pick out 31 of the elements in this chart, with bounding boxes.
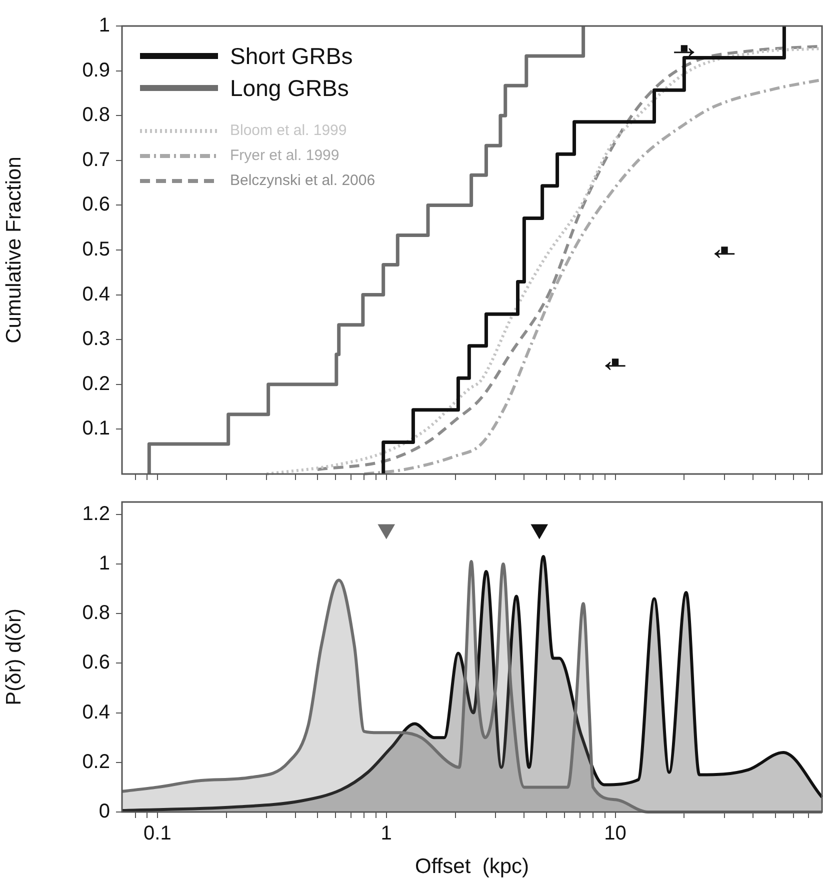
annotation: ← (707, 229, 742, 268)
y-tick-label: 1 (98, 552, 110, 575)
y-tick-label: 0.7 (82, 148, 110, 171)
y-tick-label: 0.5 (82, 238, 110, 261)
x-axis-title: Offset (kpc) (415, 855, 529, 878)
y-tick-label: 0.8 (82, 104, 110, 126)
y-tick-label: 0.3 (82, 328, 110, 350)
y-tick-label: 0.2 (82, 372, 110, 395)
y-tick-label: 0.8 (82, 602, 110, 624)
y-tick-label: 0.9 (82, 59, 110, 82)
y-tick-label: 0 (98, 800, 110, 823)
x-tick-label: 10 (604, 822, 626, 845)
y-tick-label: 0.4 (82, 701, 110, 724)
y-tick-label: 0.6 (82, 194, 110, 216)
y-tick-label: 0.4 (82, 283, 110, 306)
y-axis-title: Cumulative Fraction (2, 156, 26, 344)
legend-label: Short GRBs (230, 42, 353, 70)
y-tick-label: 0.1 (82, 418, 110, 440)
text: Bloom et al. 1999 (230, 122, 347, 139)
annotation: → (667, 28, 702, 66)
y-tick-label: 1 (98, 14, 110, 37)
text: Belczynski et al. 2006 (230, 172, 376, 189)
legend-label: Long GRBs (230, 74, 349, 102)
y-tick-label: 1.2 (82, 502, 110, 525)
y-tick-label: 0.6 (82, 652, 110, 674)
x-tick-label: 1 (380, 822, 392, 845)
annotation: ← (598, 341, 632, 380)
y-tick-label: 0.2 (82, 750, 110, 773)
x-tick-label: 0.1 (144, 822, 172, 845)
text: Fryer et al. 1999 (230, 147, 340, 164)
y-axis-title: P(δr) d(δr) (2, 608, 26, 706)
